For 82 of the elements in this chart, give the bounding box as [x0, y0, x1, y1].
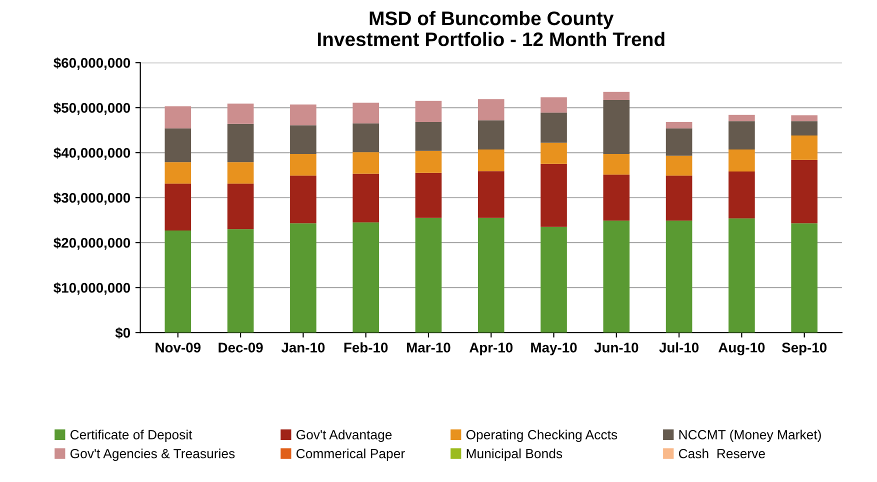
- bar: [603, 220, 630, 333]
- legend-label: Gov't Agencies & Treasuries: [70, 448, 235, 461]
- bar: [540, 142, 567, 164]
- bar: [478, 171, 504, 218]
- legend-label: Cash Reserve: [678, 448, 765, 458]
- bar: [540, 164, 567, 227]
- bar: [352, 123, 379, 152]
- bar: [603, 92, 630, 100]
- legend-label: Operating Checking Accts: [466, 430, 618, 442]
- bar: [227, 184, 254, 230]
- bar: [540, 97, 567, 113]
- bar: [478, 149, 504, 172]
- legend-label: NCCMT (Money Market): [679, 430, 821, 442]
- bar: [290, 176, 316, 224]
- bar: [227, 162, 254, 184]
- bar: [666, 122, 692, 128]
- bar: [290, 223, 316, 333]
- y-tick-label: $60,000,000: [54, 57, 130, 70]
- bar: [791, 115, 818, 122]
- bar: [728, 172, 755, 218]
- bar: [227, 124, 254, 162]
- y-tick-label: $40,000,000: [54, 147, 130, 160]
- x-tick-label: Dec-09: [218, 342, 263, 353]
- legend-label: Commerical Paper: [296, 448, 405, 461]
- legend-label: Municipal Bonds: [466, 448, 562, 461]
- x-tick-label: Nov-09: [156, 342, 201, 353]
- bar: [352, 102, 379, 124]
- bar: [290, 125, 316, 154]
- bar: [478, 120, 504, 150]
- bar: [478, 218, 504, 333]
- bar: [791, 136, 818, 160]
- bar: [352, 152, 379, 174]
- bar: [164, 106, 192, 128]
- x-tick-label: Sep-10: [782, 342, 827, 356]
- bar: [164, 230, 192, 333]
- y-tick-label: $20,000,000: [54, 237, 130, 250]
- bar: [603, 154, 630, 175]
- bar: [415, 100, 442, 122]
- bar: [791, 121, 818, 136]
- bar: [603, 174, 630, 221]
- y-tick-label: $30,000,000: [54, 192, 130, 205]
- bar: [540, 112, 567, 143]
- bar: [164, 184, 192, 230]
- bar: [478, 99, 504, 120]
- bar: [728, 121, 755, 150]
- legend-label: Gov't Advantage: [296, 430, 392, 442]
- bar: [415, 218, 442, 333]
- bar: [603, 100, 630, 154]
- bar: [728, 218, 755, 333]
- bar: [791, 223, 818, 333]
- x-tick-label: Feb-10: [344, 342, 388, 353]
- bar: [415, 150, 442, 173]
- y-tick-label: $10,000,000: [54, 282, 130, 295]
- x-tick-label: Jul-10: [659, 342, 699, 353]
- bar: [666, 128, 692, 156]
- bar: [666, 220, 692, 333]
- bar: [352, 222, 379, 333]
- y-tick-label: $0: [115, 327, 130, 339]
- bar: [791, 160, 818, 224]
- x-tick-label: Aug-10: [718, 342, 765, 356]
- bar: [352, 174, 379, 222]
- legend-label: Certificate of Deposit: [70, 430, 192, 442]
- bar: [728, 149, 755, 172]
- bar: [290, 104, 316, 126]
- x-tick-label: Jan-10: [281, 342, 325, 353]
- x-tick-label: Apr-10: [469, 342, 513, 356]
- bar: [164, 162, 192, 184]
- bar: [415, 122, 442, 151]
- bar: [227, 229, 254, 333]
- bar: [540, 226, 567, 333]
- x-tick-label: Jun-10: [594, 342, 638, 353]
- bar: [666, 156, 692, 176]
- x-tick-label: May-10: [531, 342, 577, 356]
- x-tick-label: Mar-10: [407, 342, 450, 353]
- bar: [415, 172, 442, 218]
- chart-title: MSD of Buncombe County Investment Portfolio - 12 Month Trend: [318, 10, 664, 46]
- bar: [164, 128, 192, 162]
- bar: [290, 154, 316, 176]
- y-tick-label: $50,000,000: [54, 102, 130, 115]
- bar: [666, 176, 692, 221]
- bar: [728, 114, 755, 122]
- bar: [227, 104, 254, 124]
